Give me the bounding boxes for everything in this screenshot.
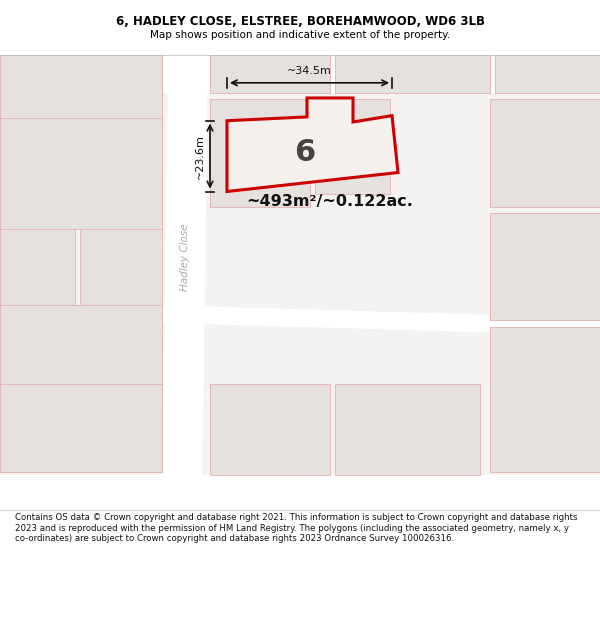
Polygon shape	[0, 55, 600, 93]
Text: Map shows position and indicative extent of the property.: Map shows position and indicative extent…	[150, 29, 450, 39]
Text: 6, HADLEY CLOSE, ELSTREE, BOREHAMWOOD, WD6 3LB: 6, HADLEY CLOSE, ELSTREE, BOREHAMWOOD, W…	[115, 16, 485, 28]
Polygon shape	[0, 118, 162, 229]
Polygon shape	[335, 384, 480, 474]
Text: 6: 6	[295, 138, 316, 167]
Polygon shape	[0, 384, 162, 472]
Polygon shape	[210, 99, 310, 207]
Polygon shape	[0, 305, 162, 384]
Polygon shape	[315, 99, 390, 194]
Polygon shape	[490, 327, 600, 472]
Polygon shape	[210, 55, 330, 93]
Polygon shape	[80, 229, 162, 305]
Text: ~34.5m: ~34.5m	[287, 66, 332, 76]
Text: ~493m²/~0.122ac.: ~493m²/~0.122ac.	[247, 194, 413, 209]
Text: Contains OS data © Crown copyright and database right 2021. This information is : Contains OS data © Crown copyright and d…	[15, 514, 577, 543]
Polygon shape	[490, 213, 600, 321]
Polygon shape	[0, 474, 600, 510]
Polygon shape	[335, 55, 490, 93]
Polygon shape	[162, 55, 208, 510]
Polygon shape	[162, 305, 600, 336]
Polygon shape	[495, 55, 600, 93]
Text: Hadley Close: Hadley Close	[180, 223, 190, 291]
Polygon shape	[0, 55, 162, 118]
Polygon shape	[490, 99, 600, 207]
Polygon shape	[0, 229, 75, 305]
Polygon shape	[210, 384, 330, 474]
Polygon shape	[227, 98, 398, 191]
Text: ~23.6m: ~23.6m	[195, 134, 205, 179]
